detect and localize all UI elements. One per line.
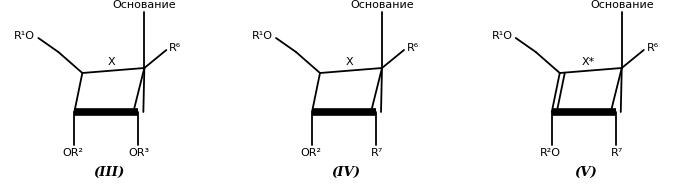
Text: X: X <box>108 56 115 67</box>
Text: R²O: R²O <box>540 148 561 158</box>
Text: OR³: OR³ <box>129 148 150 158</box>
Text: OR²: OR² <box>301 148 322 158</box>
Text: (V): (V) <box>575 166 597 179</box>
Text: (IV): (IV) <box>331 166 361 179</box>
Text: X*: X* <box>582 56 596 67</box>
Text: R¹O: R¹O <box>252 31 273 41</box>
Text: Основание: Основание <box>590 0 654 10</box>
Text: (III): (III) <box>93 166 124 179</box>
Text: R⁷: R⁷ <box>371 148 383 158</box>
Text: X: X <box>345 56 353 67</box>
Text: R⁶: R⁶ <box>407 43 419 53</box>
Text: R¹O: R¹O <box>15 31 36 41</box>
Text: R⁶: R⁶ <box>647 43 659 53</box>
Text: Основание: Основание <box>113 0 176 10</box>
Text: R¹O: R¹O <box>492 31 513 41</box>
Text: R⁶: R⁶ <box>169 43 182 53</box>
Text: OR²: OR² <box>63 148 84 158</box>
Text: R⁷: R⁷ <box>611 148 623 158</box>
Text: Основание: Основание <box>350 0 414 10</box>
